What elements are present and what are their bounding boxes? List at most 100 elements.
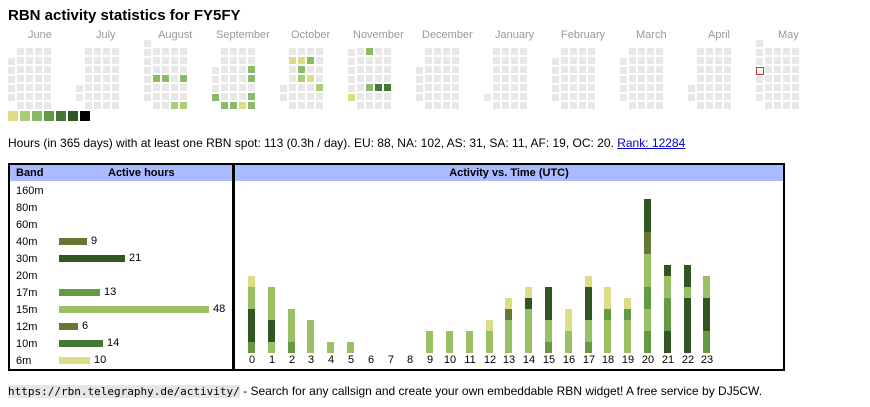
heatmap-day-cell	[112, 75, 119, 82]
bands-table-header: Band Active hours	[10, 165, 232, 181]
heatmap-day-cell	[44, 57, 51, 64]
heatmap-day-cell	[35, 57, 42, 64]
heatmap-day-cell	[579, 84, 586, 91]
heatmap-day-cell	[26, 57, 33, 64]
heatmap-day-cell	[638, 84, 645, 91]
heatmap-day-cell	[493, 102, 500, 109]
heatmap-day-cell	[792, 75, 799, 82]
heatmap-day-cell	[706, 84, 713, 91]
heatmap-day-cell	[298, 102, 305, 109]
activity-bar-segment	[486, 320, 493, 331]
heatmap-day-cell	[620, 85, 627, 92]
heatmap-day-cell	[783, 93, 790, 100]
heatmap-day-cell	[384, 102, 391, 109]
heatmap-day-cell	[647, 102, 654, 109]
heatmap-day-cell	[103, 66, 110, 73]
heatmap-day-cell	[17, 66, 24, 73]
page-title: RBN activity statistics for FY5FY	[8, 7, 241, 24]
heatmap-day-cell	[588, 48, 595, 55]
month-label: January	[495, 29, 535, 41]
heatmap-day-cell	[570, 93, 577, 100]
heatmap-day-cell	[697, 75, 704, 82]
hour-tick-label: 14	[522, 354, 536, 366]
heatmap-day-cell	[248, 84, 255, 91]
heatmap-day-cell	[688, 85, 695, 92]
heatmap-day-cell	[8, 67, 15, 74]
heatmap-day-cell	[588, 102, 595, 109]
heatmap-day-cell	[307, 66, 314, 73]
activity-bar-segment	[624, 298, 631, 309]
heatmap-day-cell	[298, 93, 305, 100]
heatmap-day-cell	[434, 48, 441, 55]
heatmap-day-cell	[774, 75, 781, 82]
heatmap-day-cell	[35, 66, 42, 73]
heatmap-day-cell	[153, 93, 160, 100]
heatmap-day-cell	[26, 93, 33, 100]
band-row: 6m 10	[10, 353, 232, 370]
heatmap-day-cell	[706, 66, 713, 73]
heatmap-day-cell	[384, 75, 391, 82]
heatmap-day-cell	[230, 57, 237, 64]
band-hours-value: 13	[104, 286, 117, 298]
hour-tick-label: 15	[542, 354, 556, 366]
heatmap-day-cell	[316, 75, 323, 82]
activity-bar-segment	[604, 320, 611, 353]
hour-tick-label: 20	[641, 354, 655, 366]
heatmap-day-cell	[85, 75, 92, 82]
hour-tick-label: 17	[582, 354, 596, 366]
heatmap-day-cell	[171, 93, 178, 100]
heatmap-day-cell	[230, 102, 237, 109]
heatmap-day-cell	[171, 48, 178, 55]
heatmap-day-cell	[298, 75, 305, 82]
heatmap-day-cell	[348, 76, 355, 83]
hour-tick-label: 2	[288, 354, 296, 366]
band-name: 80m	[16, 202, 38, 214]
heatmap-day-cell	[35, 75, 42, 82]
heatmap-day-cell	[357, 93, 364, 100]
activity-bar-segment	[288, 309, 295, 342]
heatmap-day-cell	[443, 75, 450, 82]
legend-swatch	[80, 111, 90, 121]
hour-tick-label: 9	[426, 354, 434, 366]
heatmap-day-cell	[520, 66, 527, 73]
activity-bar-segment	[624, 309, 631, 320]
activity-bar-segment	[248, 342, 255, 353]
band-name: 6m	[16, 355, 32, 367]
heatmap-day-cell	[724, 84, 731, 91]
heatmap-day-cell	[144, 58, 151, 65]
heatmap-day-cell	[26, 75, 33, 82]
heatmap-day-cell	[35, 84, 42, 91]
heatmap-day-cell	[307, 48, 314, 55]
heatmap-day-cell	[452, 75, 459, 82]
heatmap-day-cell	[162, 66, 169, 73]
activity-bar-segment	[585, 320, 592, 342]
hour-tick-label: 18	[601, 354, 615, 366]
heatmap-day-cell	[425, 57, 432, 64]
summary-text: Hours (in 365 days) with at least one RB…	[8, 136, 614, 150]
band-hours-bar	[59, 340, 103, 347]
heatmap-day-cell	[212, 67, 219, 74]
heatmap-day-cell	[552, 58, 559, 65]
activity-bar-segment	[664, 276, 671, 298]
legend-swatch	[32, 111, 42, 121]
heatmap-day-cell	[425, 66, 432, 73]
heatmap-day-cell	[221, 57, 228, 64]
heatmap-day-cell	[280, 94, 287, 101]
month-label: June	[28, 29, 52, 41]
hour-tick-label: 16	[562, 354, 576, 366]
hour-tick-label: 19	[621, 354, 635, 366]
heatmap-day-cell	[756, 40, 763, 47]
heatmap-day-cell	[452, 66, 459, 73]
heatmap-day-cell	[144, 76, 151, 83]
heatmap-day-cell	[724, 48, 731, 55]
activity-bar-segment	[545, 287, 552, 320]
heatmap-day-cell	[629, 66, 636, 73]
heatmap-day-cell	[425, 84, 432, 91]
heatmap-day-cell	[375, 66, 382, 73]
heatmap-day-cell	[697, 93, 704, 100]
rank-link[interactable]: Rank: 12284	[617, 136, 686, 150]
heatmap-day-cell	[647, 66, 654, 73]
heatmap-day-cell	[511, 48, 518, 55]
heatmap-day-cell	[366, 93, 373, 100]
hour-tick-label: 5	[347, 354, 355, 366]
